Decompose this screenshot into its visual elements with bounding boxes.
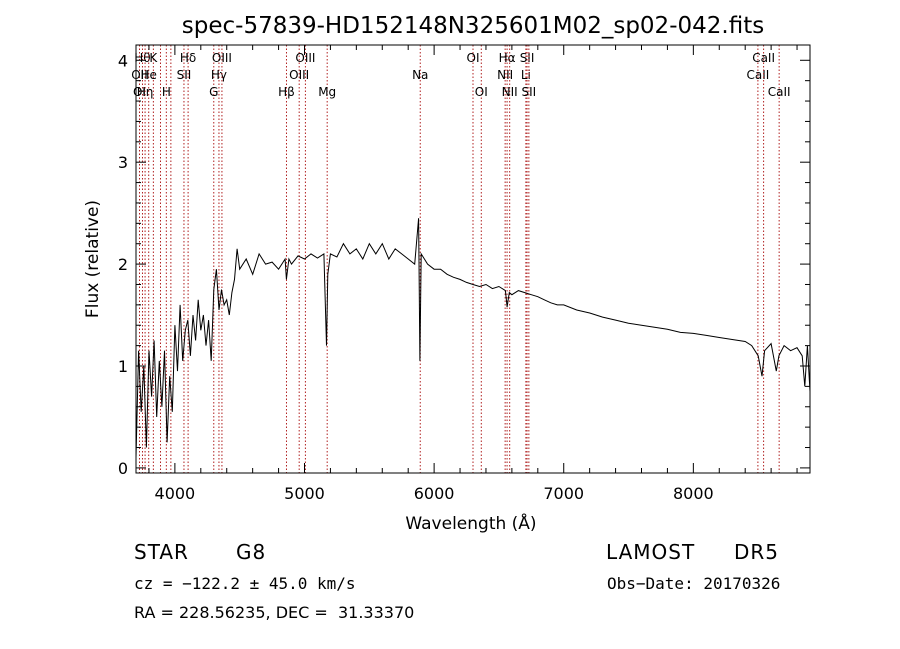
- line-marker-label: Hδ: [180, 51, 196, 65]
- spectrum-line: [135, 218, 811, 458]
- line-marker-label: OI: [475, 85, 488, 99]
- y-tick-label: 4: [118, 51, 128, 70]
- line-marker-label: NII: [502, 85, 518, 99]
- line-marker-label: G: [209, 85, 218, 99]
- subclass: G8: [236, 540, 267, 564]
- object-class: STAR: [134, 540, 189, 564]
- x-tick-label: 5000: [284, 484, 325, 503]
- x-tick-label: 6000: [414, 484, 455, 503]
- line-marker-label: Hθ: [134, 51, 150, 65]
- line-marker-label: Hα: [499, 51, 516, 65]
- x-tick-label: 7000: [543, 484, 584, 503]
- x-tick-label: 4000: [155, 484, 196, 503]
- chart-title: spec-57839-HD152148N325601M02_sp02-042.f…: [182, 13, 764, 39]
- data-release: DR5: [734, 540, 780, 564]
- coordinates: RA = 228.56235, DEC = 31.33370: [134, 603, 415, 622]
- obs-date: Obs−Date: 20170326: [607, 574, 781, 593]
- x-axis-label: Wavelength (Å): [405, 512, 536, 534]
- line-marker-label: OII: [131, 68, 148, 82]
- spectral-line-markers: Hθ OII OI Hη He K H SII Hδ G Hγ OIII Hβ OIII OIII Mg Na O…: [131, 45, 791, 473]
- survey-name: LAMOST: [606, 540, 696, 564]
- y-axis-label: Flux (relative): [83, 200, 103, 318]
- line-marker-label: Hγ: [211, 68, 227, 82]
- line-marker-label: Na: [412, 68, 428, 82]
- y-tick-label: 1: [118, 357, 128, 376]
- line-marker-label: K: [149, 51, 158, 65]
- line-marker-label: OI: [467, 51, 480, 65]
- line-marker-label: CaII: [752, 51, 775, 65]
- line-marker-label: Mg: [318, 85, 336, 99]
- line-marker-label: SII: [522, 85, 537, 99]
- y-axis: 0 1 2 3 4: [118, 51, 810, 478]
- line-marker-label: NII: [497, 68, 513, 82]
- redshift-velocity: cz = −122.2 ± 45.0 km/s: [134, 574, 356, 593]
- line-marker-label: SII: [520, 51, 535, 65]
- line-marker-label: CaII: [768, 85, 791, 99]
- plot-frame: [135, 44, 811, 474]
- y-tick-label: 0: [118, 459, 128, 478]
- line-marker-label: OIII: [295, 51, 315, 65]
- line-marker-label: H: [162, 85, 171, 99]
- y-tick-label: 2: [118, 255, 128, 274]
- line-marker-label: OIII: [212, 51, 232, 65]
- line-marker-label: Li: [521, 68, 531, 82]
- line-marker-label: SII: [177, 68, 192, 82]
- x-tick-label: 8000: [673, 484, 714, 503]
- x-axis: 4000 5000 6000 7000 8000: [148, 45, 798, 503]
- spectrum-series: [135, 218, 811, 458]
- line-marker-label: OIII: [289, 68, 309, 82]
- line-marker-label: Hη: [137, 85, 154, 99]
- line-marker-label: CaII: [746, 68, 769, 82]
- line-marker-label: He: [140, 68, 156, 82]
- y-tick-label: 3: [118, 153, 128, 172]
- line-marker-label: Hβ: [278, 85, 295, 99]
